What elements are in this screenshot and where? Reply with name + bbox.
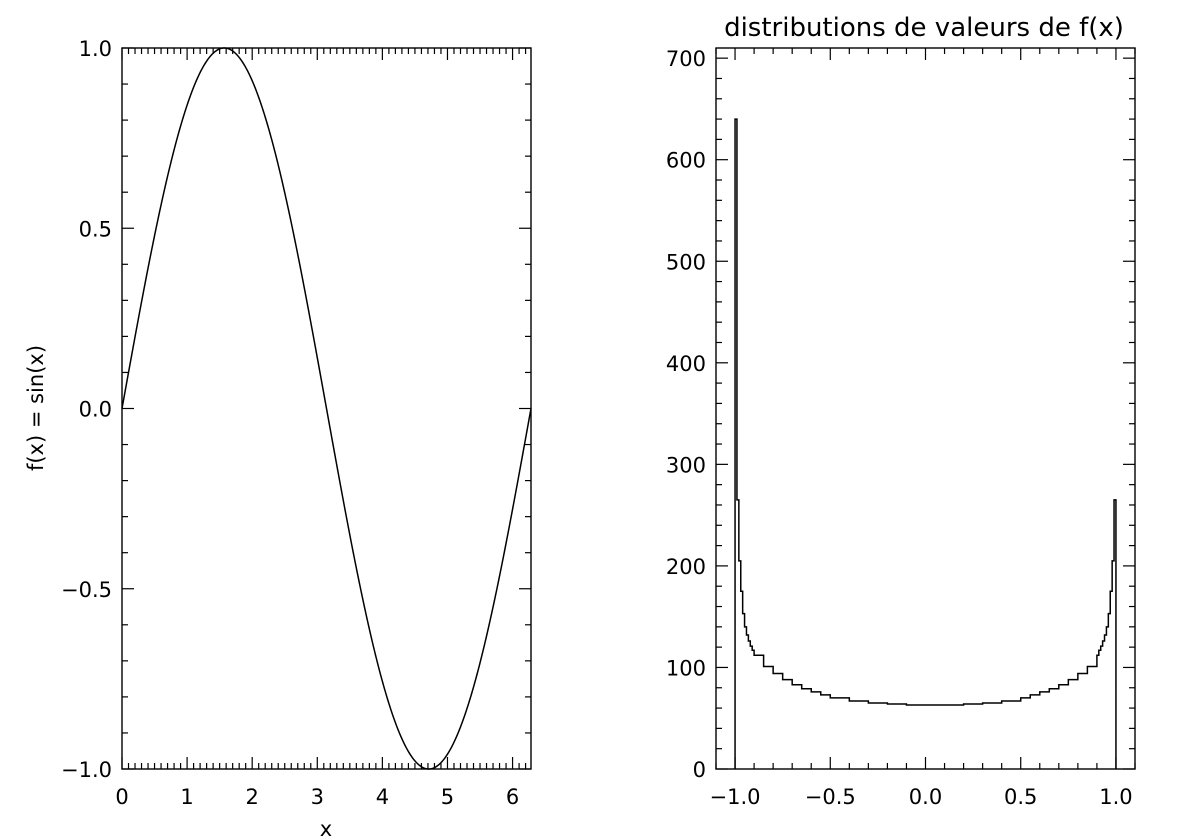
x-tick-label: 2 (246, 785, 259, 809)
x-tick-label: 3 (311, 785, 324, 809)
histogram-plot-tick-labels: −1.0 −0.5 0.0 0.5 1.0 0 100 200 300 400 500 600 700 (666, 47, 1133, 809)
hist-y-tick-label: 700 (666, 47, 706, 71)
x-tick-label: 4 (376, 785, 389, 809)
sine-plot-tick-labels: 0 1 2 3 4 5 6 −1.0 −0.5 0.0 0.5 1.0 (61, 37, 519, 809)
sine-curve-series (121, 47, 532, 770)
x-tick-label: 6 (506, 785, 519, 809)
hist-x-tick-label: 0.5 (1004, 785, 1037, 809)
hist-x-tick-label: 1.0 (1099, 785, 1132, 809)
y-tick-label: 0.5 (79, 217, 112, 241)
hist-y-tick-label: 300 (666, 453, 706, 477)
x-axis-title: x (320, 817, 332, 839)
hist-y-tick-label: 100 (666, 656, 706, 680)
histogram-step-series (734, 118, 1117, 769)
hist-x-tick-label: −0.5 (805, 785, 856, 809)
hist-y-tick-label: 0 (693, 758, 706, 782)
y-tick-label: 1.0 (79, 37, 112, 61)
hist-x-tick-label: 0.0 (909, 785, 942, 809)
y-tick-label: 0.0 (79, 398, 112, 422)
y-tick-label: −1.0 (61, 758, 112, 782)
hist-y-tick-label: 400 (666, 352, 706, 376)
y-tick-label: −0.5 (61, 578, 112, 602)
hist-y-tick-label: 200 (666, 555, 706, 579)
histogram-plot: −1.0 −0.5 0.0 0.5 1.00100200300400500600700 … (666, 13, 1136, 809)
y-axis-title: f(x) = sin(x) (24, 345, 48, 471)
sine-plot-ticks (121, 47, 531, 770)
sine-plot: 0 1 2 3 4 5 6 −1.0 −0.5 0.0 0.5 1.0 x f(x) = sin(x) (24, 37, 532, 839)
histogram-plot-frame (715, 47, 1136, 770)
x-tick-label: 1 (180, 785, 193, 809)
x-tick-label: 0 (115, 785, 128, 809)
hist-y-tick-label: 600 (666, 149, 706, 173)
hist-x-tick-label: −1.0 (710, 785, 761, 809)
hist-y-tick-label: 500 (666, 250, 706, 274)
histogram-plot-ticks (715, 48, 1136, 770)
x-tick-label: 5 (441, 785, 454, 809)
histogram-title: distributions de valeurs de f(x) (724, 13, 1124, 43)
